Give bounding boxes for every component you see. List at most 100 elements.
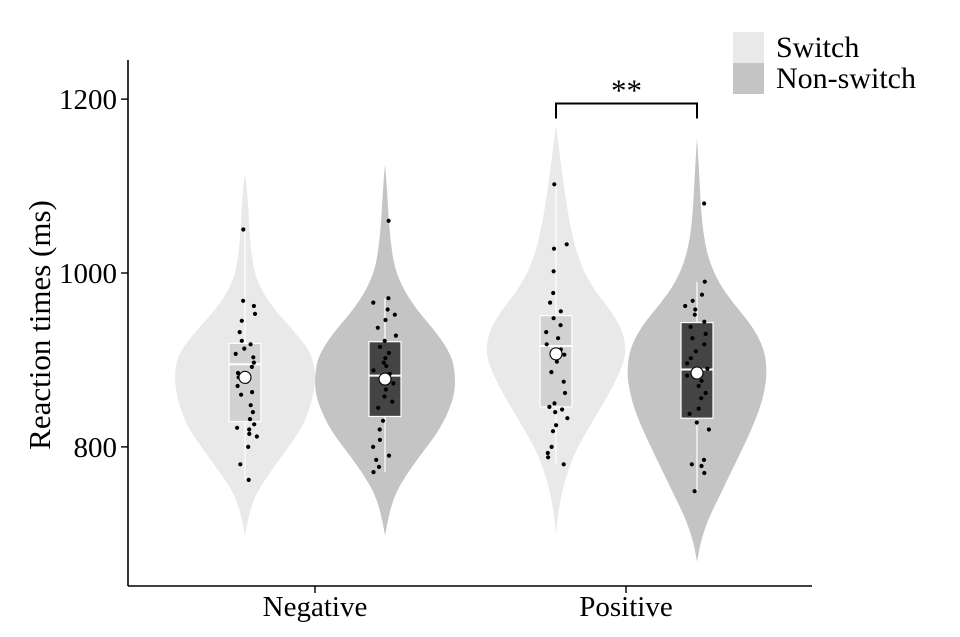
data-point-negative-switch (247, 431, 252, 436)
data-point-negative-switch (235, 370, 241, 376)
data-point-negative-switch (235, 425, 240, 430)
data-point-negative-switch (239, 318, 244, 323)
data-point-negative-non-switch (371, 300, 376, 305)
data-point-negative-non-switch (382, 394, 387, 399)
data-point-positive-switch (558, 323, 563, 328)
data-point-negative-switch (251, 303, 256, 309)
data-point-positive-non-switch (685, 361, 690, 366)
data-point-positive-non-switch (690, 298, 695, 303)
data-point-negative-non-switch (380, 418, 386, 423)
data-point-negative-non-switch (386, 218, 391, 223)
data-point-positive-switch (551, 269, 556, 274)
data-point-positive-switch (558, 309, 563, 314)
data-point-negative-switch (238, 462, 243, 467)
data-point-negative-switch (252, 422, 257, 427)
data-point-negative-switch (239, 338, 244, 343)
data-point-negative-switch (239, 392, 244, 397)
data-point-positive-switch (551, 290, 556, 296)
data-point-negative-switch (247, 427, 252, 432)
data-point-negative-switch (241, 227, 246, 232)
y-axis-label: Reaction times (ms) (22, 200, 57, 450)
data-point-positive-non-switch (688, 324, 693, 329)
data-point-positive-switch (562, 390, 568, 396)
mean-layer (238, 347, 704, 386)
mean-marker-positive-switch (549, 347, 563, 361)
data-point-positive-switch (551, 246, 557, 251)
data-point-negative-switch (252, 311, 258, 316)
data-point-negative-non-switch (383, 356, 388, 361)
data-point-positive-non-switch (696, 383, 701, 389)
data-point-positive-switch (546, 455, 551, 460)
mean-marker-negative-non-switch (378, 372, 392, 386)
data-point-positive-switch (544, 330, 549, 335)
data-point-negative-non-switch (392, 312, 397, 317)
data-point-positive-switch (554, 359, 560, 364)
y-tick-label-800: 800 (74, 432, 118, 464)
legend-swatch-non-switch (733, 63, 764, 94)
data-point-negative-non-switch (371, 444, 376, 449)
data-point-negative-switch (246, 477, 251, 482)
axes-layer (127, 60, 812, 587)
data-point-positive-non-switch (705, 366, 710, 371)
significance-bracket (555, 102, 698, 119)
data-point-positive-switch (547, 404, 552, 409)
data-point-positive-switch (552, 182, 557, 187)
data-point-positive-non-switch (702, 319, 707, 324)
data-point-negative-non-switch (375, 325, 380, 330)
data-point-negative-non-switch (384, 363, 389, 369)
data-point-negative-non-switch (371, 470, 376, 475)
data-point-positive-non-switch (696, 406, 701, 411)
data-point-positive-non-switch (703, 390, 708, 396)
data-point-positive-non-switch (689, 462, 694, 467)
data-point-positive-switch (560, 407, 565, 412)
data-point-positive-non-switch (702, 470, 707, 476)
x-tick-label-negative: Negative (263, 591, 368, 623)
legend-swatch-switch (733, 32, 764, 63)
x-tick-label-positive: Positive (579, 591, 672, 623)
data-point-positive-switch (561, 462, 566, 467)
data-point-positive-switch (548, 300, 553, 305)
data-point-negative-switch (247, 417, 253, 422)
data-point-positive-switch (544, 342, 549, 347)
data-point-negative-non-switch (391, 381, 396, 386)
mean-marker-negative-switch (238, 370, 252, 384)
data-point-positive-non-switch (699, 396, 704, 401)
data-point-positive-non-switch (699, 463, 704, 469)
data-point-positive-switch (549, 370, 554, 375)
data-point-negative-switch (241, 298, 246, 303)
data-point-positive-switch (561, 379, 566, 384)
data-point-negative-non-switch (374, 457, 379, 462)
data-point-positive-non-switch (694, 420, 699, 425)
violin-layer (175, 125, 767, 562)
data-point-negative-non-switch (371, 368, 376, 373)
data-point-positive-non-switch (699, 378, 704, 383)
data-point-positive-non-switch (701, 457, 707, 462)
data-point-positive-non-switch (688, 356, 693, 361)
data-point-negative-switch (250, 390, 255, 395)
data-point-positive-non-switch (683, 303, 688, 309)
data-point-negative-switch (235, 383, 240, 389)
data-point-negative-non-switch (390, 399, 395, 404)
data-point-positive-switch (553, 410, 558, 415)
significance-annotation: ** (555, 72, 698, 119)
data-point-positive-switch (552, 401, 557, 406)
legend-label-non-switch: Non-switch (776, 62, 916, 95)
data-point-negative-non-switch (381, 360, 386, 365)
y-tick-label-1200: 1200 (59, 84, 117, 116)
data-point-positive-switch (554, 423, 559, 428)
data-point-positive-switch (549, 444, 554, 449)
data-point-positive-non-switch (702, 279, 707, 284)
data-point-positive-non-switch (702, 201, 707, 206)
data-point-negative-non-switch (386, 296, 391, 301)
data-point-positive-switch (565, 416, 570, 421)
data-point-positive-switch (550, 429, 556, 434)
data-point-negative-switch (254, 434, 259, 439)
data-point-negative-switch (251, 355, 256, 360)
legend-label-switch: Switch (776, 31, 859, 64)
data-point-positive-switch (551, 316, 556, 321)
data-point-negative-switch (246, 444, 251, 449)
data-point-positive-switch (545, 450, 550, 456)
data-point-positive-non-switch (690, 336, 695, 341)
